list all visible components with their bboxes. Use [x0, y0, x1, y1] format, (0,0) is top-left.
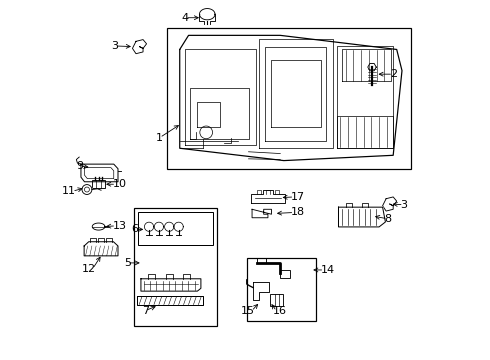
Text: 9: 9	[76, 161, 83, 171]
Polygon shape	[92, 223, 105, 230]
Text: 18: 18	[291, 207, 305, 217]
Text: 6: 6	[131, 224, 139, 234]
Text: 14: 14	[321, 265, 335, 275]
Circle shape	[201, 8, 214, 21]
Bar	[134, 208, 217, 327]
Text: 13: 13	[113, 221, 127, 231]
Bar	[280, 270, 290, 278]
Text: 1: 1	[156, 133, 163, 143]
Polygon shape	[165, 222, 174, 231]
Text: 3: 3	[111, 41, 118, 51]
Polygon shape	[154, 222, 164, 231]
Polygon shape	[253, 282, 269, 300]
Polygon shape	[145, 222, 154, 231]
Text: 12: 12	[82, 264, 96, 274]
Polygon shape	[339, 207, 386, 227]
Text: 11: 11	[62, 186, 75, 196]
Text: 16: 16	[273, 306, 287, 316]
Text: 2: 2	[390, 69, 397, 79]
Polygon shape	[81, 164, 118, 182]
Bar	[270, 294, 283, 306]
Text: 10: 10	[113, 179, 127, 189]
Polygon shape	[252, 209, 271, 218]
Polygon shape	[137, 296, 203, 305]
Text: 7: 7	[142, 306, 149, 315]
Bar	[247, 258, 316, 321]
Text: 3: 3	[400, 200, 407, 210]
Text: 8: 8	[384, 214, 392, 224]
Text: 15: 15	[241, 306, 255, 316]
Polygon shape	[141, 279, 201, 291]
Bar	[168, 28, 411, 170]
Bar	[92, 180, 105, 189]
Bar	[139, 212, 213, 245]
Text: 17: 17	[291, 192, 305, 202]
Text: 4: 4	[181, 13, 189, 23]
Polygon shape	[251, 190, 285, 203]
Polygon shape	[174, 222, 183, 231]
Text: 5: 5	[123, 258, 131, 268]
Circle shape	[82, 185, 92, 194]
Polygon shape	[84, 242, 118, 256]
